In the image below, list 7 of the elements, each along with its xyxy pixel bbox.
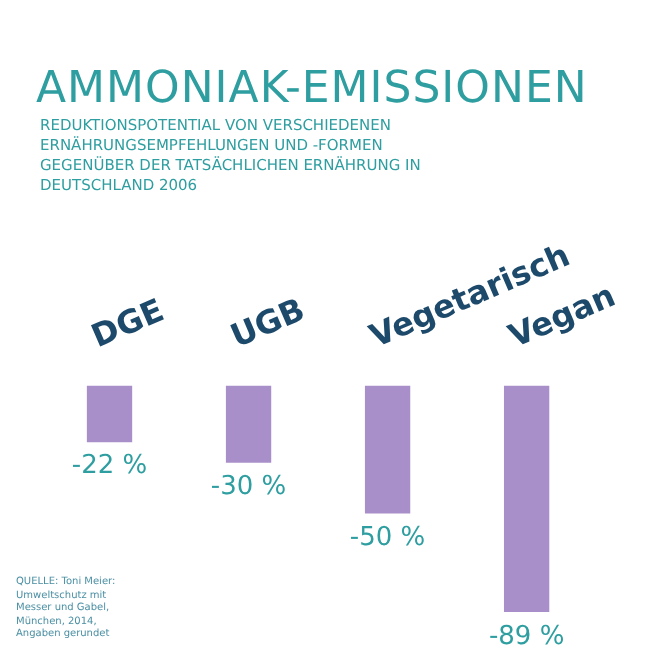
data-label: -50 % [349, 522, 426, 553]
x-tick-label: UGB [224, 289, 311, 356]
chart-title: AMMONIAK-EMISSIONEN [36, 64, 588, 114]
data-label: -30 % [210, 471, 287, 502]
x-tick-label: DGE [85, 290, 170, 356]
data-label: -22 % [71, 451, 148, 482]
data-label: -89 % [488, 621, 565, 652]
